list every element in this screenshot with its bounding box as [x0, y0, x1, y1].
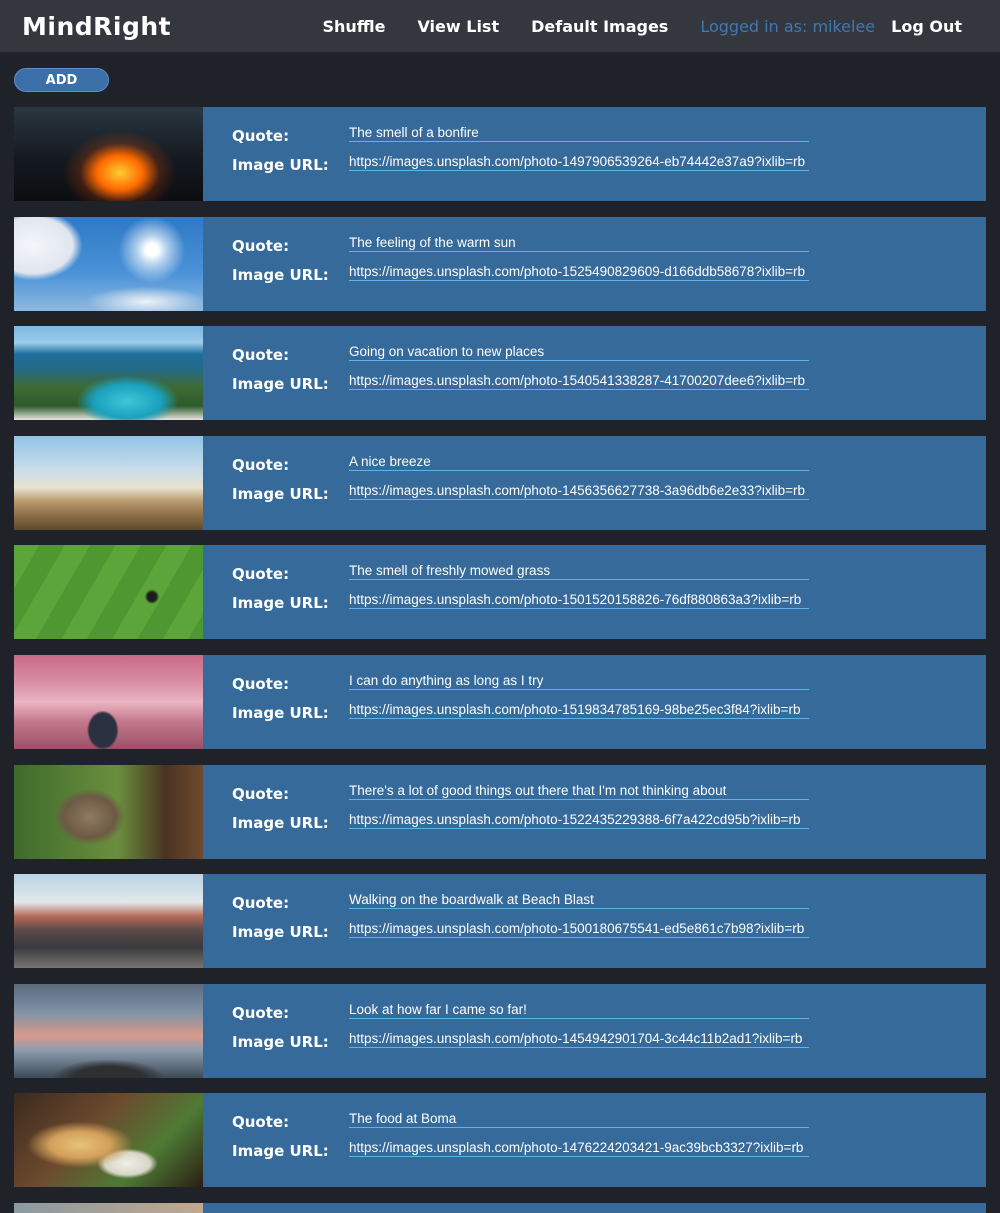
add-button[interactable]: ADD	[14, 68, 109, 92]
image-url-label: Image URL:	[232, 703, 329, 722]
quote-fields: Quote: The smell of freshly mowed grass …	[203, 545, 986, 639]
quote-fields: Quote: The smell of a bonfire Image URL:…	[203, 107, 986, 201]
quote-field[interactable]: A nice breeze	[349, 454, 809, 471]
nav-shuffle[interactable]: Shuffle	[322, 16, 386, 36]
log-out-link[interactable]: Log Out	[891, 16, 962, 36]
quote-label: Quote:	[232, 565, 290, 584]
quote-fields: Quote: A nice breeze Image URL: https://…	[203, 436, 986, 530]
pampas-grass-photo	[14, 435, 203, 530]
quote-field[interactable]: The food at Boma	[349, 1111, 809, 1129]
nav-links: Shuffle View List Default Images Logged …	[290, 17, 978, 36]
quote-card: Quote: Going on vacation to new places I…	[14, 326, 986, 421]
image-url-label: Image URL:	[232, 1142, 329, 1161]
quote-label: Quote:	[232, 674, 290, 693]
quote-fields: Quote: Look at how far I came so far! Im…	[203, 984, 986, 1078]
person-clouds-photo	[14, 654, 203, 749]
sun-sky-photo	[14, 216, 203, 311]
nav-view-list[interactable]: View List	[417, 16, 500, 36]
image-url-field[interactable]: https://images.unsplash.com/photo-150152…	[349, 592, 809, 610]
quote-card: Quote: The food at Boma Image URL: https…	[14, 1093, 986, 1188]
quote-field[interactable]: The smell of a bonfire	[349, 125, 809, 142]
nav-default-images[interactable]: Default Images	[531, 16, 669, 36]
image-url-field[interactable]: https://images.unsplash.com/photo-152549…	[349, 264, 809, 281]
quote-fields: Quote: There's a lot of good things out …	[203, 765, 986, 859]
image-url-field[interactable]: https://images.unsplash.com/photo-151983…	[349, 702, 809, 719]
quote-label: Quote:	[232, 455, 290, 474]
partial-thumbnail	[14, 1202, 203, 1213]
boardwalk-crowd-photo	[14, 874, 203, 969]
quote-card: Quote: A nice breeze Image URL: https://…	[14, 435, 986, 530]
resort-pool-photo	[14, 326, 203, 421]
image-url-field[interactable]: https://images.unsplash.com/photo-149790…	[349, 154, 809, 171]
image-url-label: Image URL:	[232, 594, 329, 613]
image-url-field[interactable]: https://images.unsplash.com/photo-145494…	[349, 1031, 809, 1048]
quote-label: Quote:	[232, 1003, 290, 1022]
quote-label: Quote:	[232, 127, 290, 145]
quote-card: Quote: There's a lot of good things out …	[14, 764, 986, 859]
quote-label: Quote:	[232, 784, 290, 803]
image-url-label: Image URL:	[232, 1032, 329, 1051]
bonfire-photo	[14, 107, 203, 201]
quote-fields: Quote: The feeling of the warm sun Image…	[203, 217, 986, 311]
image-url-field[interactable]: https://images.unsplash.com/photo-147622…	[349, 1140, 809, 1158]
quote-fields: Quote: The food at Boma Image URL: https…	[203, 1093, 986, 1187]
monkey-photo	[14, 764, 203, 859]
quote-card: Quote: The feeling of the warm sun Image…	[14, 216, 986, 311]
image-url-label: Image URL:	[232, 484, 329, 503]
quote-list: Quote: The smell of a bonfire Image URL:…	[14, 107, 986, 1213]
image-url-field[interactable]: https://images.unsplash.com/photo-150018…	[349, 921, 809, 939]
navbar: MindRight Shuffle View List Default Imag…	[0, 0, 1000, 52]
quote-card: Quote: Walking on the boardwalk at Beach…	[14, 874, 986, 969]
quote-field[interactable]: I can do anything as long as I try	[349, 673, 809, 690]
image-url-field[interactable]: https://images.unsplash.com/photo-145635…	[349, 483, 809, 500]
quote-card: Quote: The smell of a bonfire Image URL:…	[14, 107, 986, 201]
quote-label: Quote:	[232, 894, 290, 913]
quote-field[interactable]: The feeling of the warm sun	[349, 235, 809, 252]
image-url-label: Image URL:	[232, 813, 329, 832]
quote-field[interactable]: There's a lot of good things out there t…	[349, 783, 809, 800]
quote-fields: Quote: I can do anything as long as I tr…	[203, 655, 986, 749]
image-url-field[interactable]: https://images.unsplash.com/photo-154054…	[349, 373, 809, 391]
image-url-label: Image URL:	[232, 156, 329, 174]
logged-in-status: Logged in as: mikelee	[700, 16, 876, 36]
quote-card-partial	[14, 1202, 986, 1213]
quote-label: Quote:	[232, 1113, 290, 1132]
image-url-field[interactable]: https://images.unsplash.com/photo-152243…	[349, 812, 809, 829]
quote-label: Quote:	[232, 346, 290, 365]
quote-field[interactable]: The smell of freshly mowed grass	[349, 563, 809, 581]
image-url-label: Image URL:	[232, 375, 329, 394]
quote-card: Quote: I can do anything as long as I tr…	[14, 654, 986, 749]
image-url-label: Image URL:	[232, 265, 329, 284]
quote-field[interactable]: Going on vacation to new places	[349, 344, 809, 362]
quote-card: Quote: Look at how far I came so far! Im…	[14, 983, 986, 1078]
quote-fields: Quote: Walking on the boardwalk at Beach…	[203, 874, 986, 968]
quote-label: Quote:	[232, 236, 290, 255]
quote-card: Quote: The smell of freshly mowed grass …	[14, 545, 986, 640]
mowed-lawn-photo	[14, 545, 203, 640]
mountain-summit-photo	[14, 983, 203, 1078]
quote-field[interactable]: Look at how far I came so far!	[349, 1002, 809, 1019]
quote-fields: Quote: Going on vacation to new places I…	[203, 326, 986, 420]
quote-field[interactable]: Walking on the boardwalk at Beach Blast	[349, 892, 809, 910]
image-url-label: Image URL:	[232, 923, 329, 942]
food-plate-photo	[14, 1093, 203, 1188]
brand-logo[interactable]: MindRight	[22, 11, 172, 41]
